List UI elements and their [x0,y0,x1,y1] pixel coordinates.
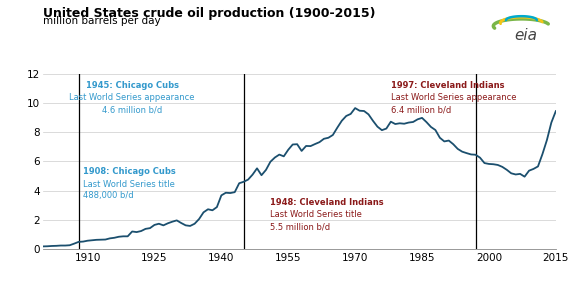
Text: 1945: Chicago Cubs: 1945: Chicago Cubs [86,81,179,90]
Text: United States crude oil production (1900-2015): United States crude oil production (1900… [43,7,375,20]
Text: eia: eia [514,27,537,43]
Text: Last World Series appearance
6.4 million b/d: Last World Series appearance 6.4 million… [391,93,516,114]
Text: Last World Series title
488,000 b/d: Last World Series title 488,000 b/d [83,180,175,200]
Text: 1997: Cleveland Indians: 1997: Cleveland Indians [391,81,504,90]
Text: Last World Series title
5.5 million b/d: Last World Series title 5.5 million b/d [270,210,362,231]
Text: million barrels per day: million barrels per day [43,16,160,25]
Text: 1948: Cleveland Indians: 1948: Cleveland Indians [270,198,384,207]
Text: Last World Series appearance
4.6 million b/d: Last World Series appearance 4.6 million… [69,93,195,114]
Text: 1908: Chicago Cubs: 1908: Chicago Cubs [83,167,176,176]
